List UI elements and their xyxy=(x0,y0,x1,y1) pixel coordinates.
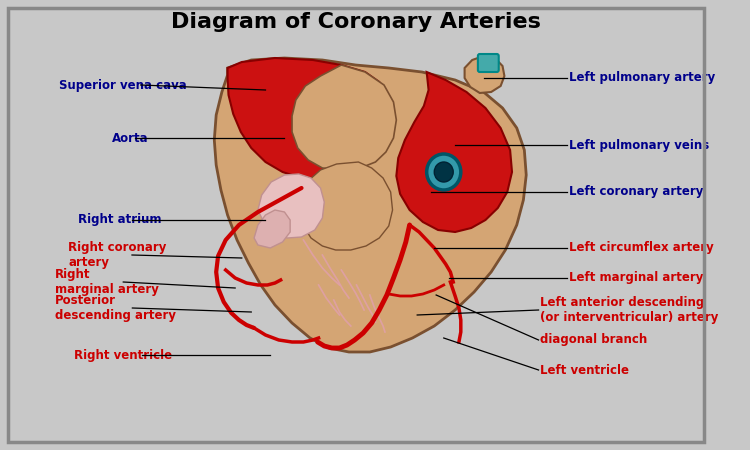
Text: Left coronary artery: Left coronary artery xyxy=(569,185,704,198)
Text: Aorta: Aorta xyxy=(112,131,148,144)
Polygon shape xyxy=(227,58,388,178)
Circle shape xyxy=(434,162,453,182)
Polygon shape xyxy=(292,65,396,170)
Polygon shape xyxy=(396,72,512,232)
Text: Diagram of Coronary Arteries: Diagram of Coronary Arteries xyxy=(170,12,541,32)
Polygon shape xyxy=(258,174,324,238)
Circle shape xyxy=(427,154,460,190)
Text: Superior vena cava: Superior vena cava xyxy=(58,78,187,91)
Text: diagonal branch: diagonal branch xyxy=(541,333,648,346)
Polygon shape xyxy=(299,162,392,250)
Polygon shape xyxy=(254,210,290,248)
Text: Right atrium: Right atrium xyxy=(78,213,161,226)
Text: Left ventricle: Left ventricle xyxy=(541,364,629,377)
Text: Right ventricle: Right ventricle xyxy=(74,348,172,361)
Text: Left pulmonary veins: Left pulmonary veins xyxy=(569,139,710,152)
Text: Right
marginal artery: Right marginal artery xyxy=(55,268,159,296)
Text: Left anterior descending
(or interventricular) artery: Left anterior descending (or interventri… xyxy=(541,296,718,324)
Text: Left pulmonary artery: Left pulmonary artery xyxy=(569,72,716,85)
Text: Left circumflex artery: Left circumflex artery xyxy=(569,242,714,255)
FancyBboxPatch shape xyxy=(478,54,499,72)
Text: Left marginal artery: Left marginal artery xyxy=(569,271,704,284)
Text: Right coronary
artery: Right coronary artery xyxy=(68,241,166,269)
Polygon shape xyxy=(464,56,505,93)
Text: Posterior
descending artery: Posterior descending artery xyxy=(55,294,176,322)
Polygon shape xyxy=(214,58,526,352)
